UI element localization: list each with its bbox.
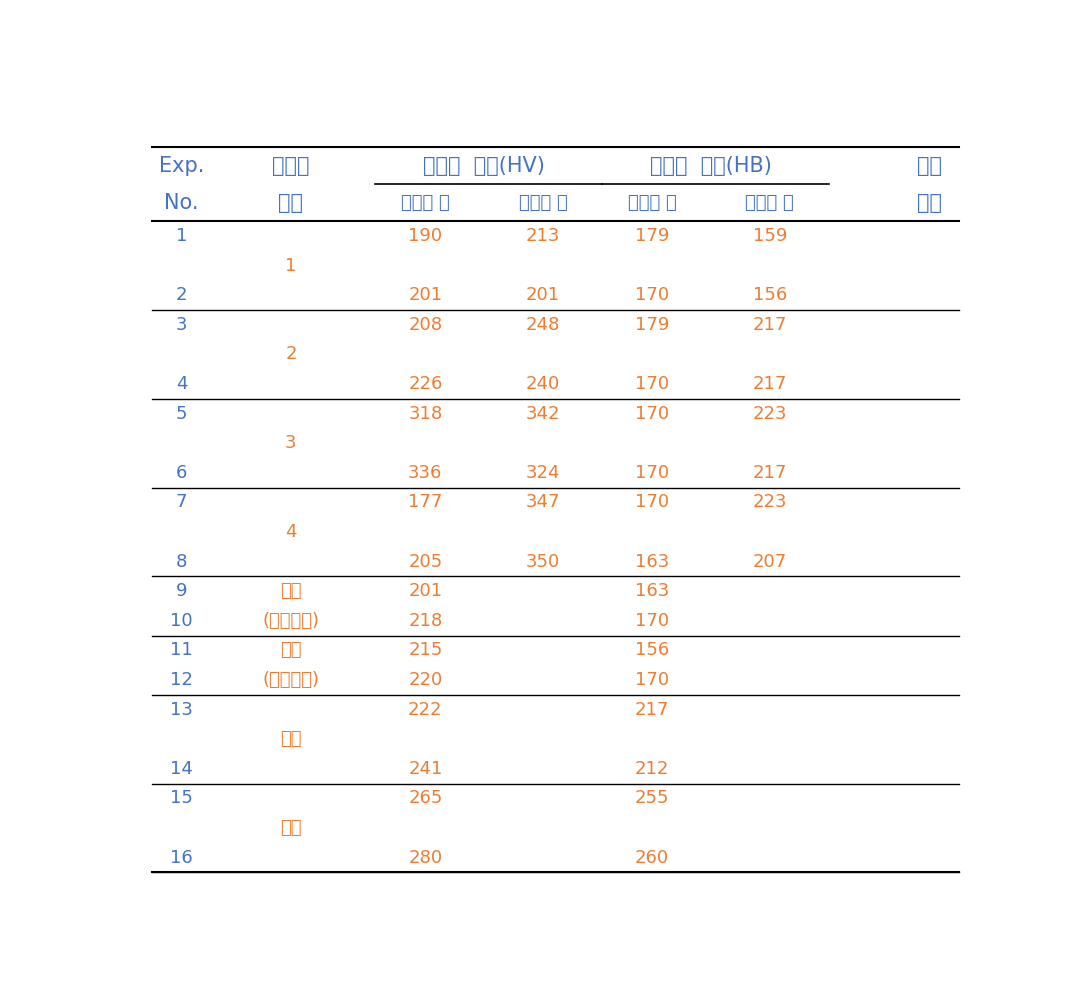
Text: 220: 220 xyxy=(409,671,442,689)
Text: 대형: 대형 xyxy=(280,641,301,659)
Text: 브리넘  경도(HB): 브리넘 경도(HB) xyxy=(650,155,772,175)
Text: 열처리 후: 열처리 후 xyxy=(518,193,567,211)
Text: 255: 255 xyxy=(635,790,670,808)
Text: 5: 5 xyxy=(176,405,188,423)
Text: 159: 159 xyxy=(752,227,787,245)
Text: (기존제품): (기존제품) xyxy=(262,671,320,689)
Text: 260: 260 xyxy=(635,849,669,867)
Text: 190: 190 xyxy=(409,227,442,245)
Text: 열처리 후: 열처리 후 xyxy=(746,193,795,211)
Text: 156: 156 xyxy=(635,641,669,659)
Text: 205: 205 xyxy=(409,553,442,571)
Text: 163: 163 xyxy=(635,553,669,571)
Text: 3: 3 xyxy=(285,434,297,452)
Text: 12: 12 xyxy=(170,671,193,689)
Text: 조건: 조건 xyxy=(279,192,304,212)
Text: 4: 4 xyxy=(285,523,297,541)
Text: 특성: 특성 xyxy=(917,155,942,175)
Text: 318: 318 xyxy=(409,405,442,423)
Text: 177: 177 xyxy=(409,493,442,511)
Text: 170: 170 xyxy=(635,405,669,423)
Text: 170: 170 xyxy=(635,493,669,511)
Text: 4: 4 xyxy=(176,375,188,393)
Text: 소형: 소형 xyxy=(280,730,301,748)
Text: Exp.: Exp. xyxy=(159,155,205,175)
Text: 240: 240 xyxy=(526,375,560,393)
Text: 179: 179 xyxy=(635,316,669,334)
Text: 9: 9 xyxy=(176,582,188,600)
Text: 16: 16 xyxy=(170,849,193,867)
Text: (기존제품): (기존제품) xyxy=(262,612,320,630)
Text: 열처리 전: 열처리 전 xyxy=(401,193,450,211)
Text: 10: 10 xyxy=(170,612,193,630)
Text: 열처리: 열처리 xyxy=(272,155,310,175)
Text: 201: 201 xyxy=(409,582,442,600)
Text: 213: 213 xyxy=(526,227,560,245)
Text: 7: 7 xyxy=(176,493,188,511)
Text: 6: 6 xyxy=(176,464,188,482)
Text: 217: 217 xyxy=(752,375,787,393)
Text: 350: 350 xyxy=(526,553,560,571)
Text: 226: 226 xyxy=(409,375,442,393)
Text: 대형: 대형 xyxy=(280,819,301,837)
Text: 156: 156 xyxy=(752,287,787,305)
Text: 241: 241 xyxy=(409,760,442,778)
Text: 218: 218 xyxy=(409,612,442,630)
Text: 13: 13 xyxy=(170,700,193,718)
Text: 347: 347 xyxy=(526,493,560,511)
Text: 170: 170 xyxy=(635,612,669,630)
Text: 14: 14 xyxy=(170,760,193,778)
Text: 170: 170 xyxy=(635,375,669,393)
Text: 1: 1 xyxy=(176,227,188,245)
Text: 280: 280 xyxy=(409,849,442,867)
Text: 222: 222 xyxy=(408,700,442,718)
Text: 170: 170 xyxy=(635,464,669,482)
Text: 201: 201 xyxy=(409,287,442,305)
Text: 223: 223 xyxy=(752,493,787,511)
Text: 소형: 소형 xyxy=(280,582,301,600)
Text: 265: 265 xyxy=(409,790,442,808)
Text: 201: 201 xyxy=(526,287,560,305)
Text: 217: 217 xyxy=(752,464,787,482)
Text: 207: 207 xyxy=(752,553,787,571)
Text: 비교: 비교 xyxy=(917,192,942,212)
Text: 2: 2 xyxy=(285,346,297,364)
Text: 170: 170 xyxy=(635,671,669,689)
Text: 15: 15 xyxy=(170,790,193,808)
Text: 1: 1 xyxy=(285,257,297,275)
Text: 11: 11 xyxy=(170,641,193,659)
Text: 179: 179 xyxy=(635,227,669,245)
Text: 3: 3 xyxy=(176,316,188,334)
Text: 223: 223 xyxy=(752,405,787,423)
Text: 2: 2 xyxy=(176,287,188,305)
Text: 비커스  경도(HV): 비커스 경도(HV) xyxy=(423,155,545,175)
Text: 열처리 전: 열처리 전 xyxy=(628,193,676,211)
Text: 324: 324 xyxy=(526,464,560,482)
Text: 208: 208 xyxy=(409,316,442,334)
Text: 163: 163 xyxy=(635,582,669,600)
Text: 217: 217 xyxy=(752,316,787,334)
Text: 212: 212 xyxy=(635,760,669,778)
Text: 170: 170 xyxy=(635,287,669,305)
Text: 342: 342 xyxy=(526,405,560,423)
Text: No.: No. xyxy=(165,192,199,212)
Text: 8: 8 xyxy=(176,553,188,571)
Text: 215: 215 xyxy=(409,641,442,659)
Text: 217: 217 xyxy=(635,700,669,718)
Text: 248: 248 xyxy=(526,316,560,334)
Text: 336: 336 xyxy=(409,464,442,482)
